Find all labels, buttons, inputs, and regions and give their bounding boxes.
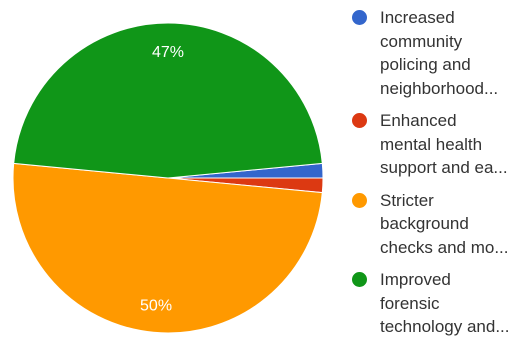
legend-item-mental-health[interactable]: Enhanced mental health support and ea... (350, 109, 515, 180)
legend-label-line: support and ea... (380, 158, 508, 177)
slice-percent-label: 50% (140, 298, 172, 315)
legend-label-line: Enhanced (380, 111, 457, 130)
legend-label-line: checks and mo... (380, 237, 509, 257)
legend-label-line: background (380, 214, 469, 233)
legend-swatch-green (352, 272, 367, 287)
legend-item-forensic-technology[interactable]: Improved forensic technology and... (350, 268, 515, 339)
slice-forensic-technology[interactable] (13, 22, 323, 179)
slice-percent-label: 47% (152, 44, 184, 61)
legend-swatch-orange (352, 192, 367, 208)
legend-item-background-checks[interactable]: Stricter background checks and mo... (350, 189, 515, 260)
legend-label-line: Increased (380, 8, 455, 27)
legend-label-line: neighborhood... (380, 78, 499, 98)
pie-chart: 50% 47% (12, 22, 324, 334)
legend-label-line: community (380, 31, 463, 51)
legend-swatch-blue (352, 10, 367, 25)
slice-background-checks[interactable] (12, 162, 323, 334)
legend-item-community-policing[interactable]: Increased community policing and neighbo… (350, 6, 515, 100)
legend-label-line: technology and... (380, 317, 510, 336)
legend-label-line: policing and (380, 55, 471, 74)
legend-label-line: Improved (380, 270, 451, 289)
legend: Increased community policing and neighbo… (350, 6, 515, 348)
legend-swatch-red (352, 113, 367, 128)
legend-label-line: forensic (380, 293, 440, 313)
legend-label-line: Stricter (380, 190, 434, 210)
legend-label-line: mental health (380, 134, 483, 154)
